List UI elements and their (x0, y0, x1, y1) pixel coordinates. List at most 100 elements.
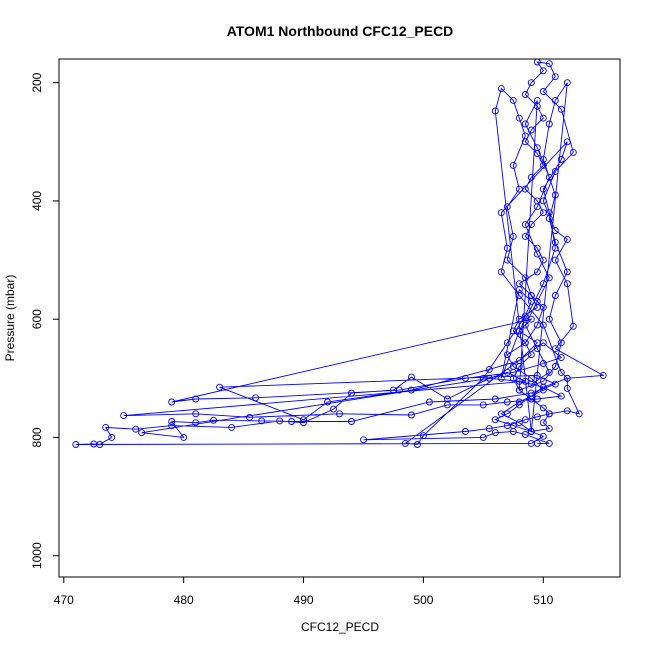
data-point (563, 268, 571, 276)
data-point (485, 425, 493, 433)
data-point (503, 351, 511, 359)
data-point (515, 185, 523, 193)
data-point (503, 203, 511, 211)
data-point (539, 404, 547, 412)
data-point (407, 411, 415, 419)
data-point (527, 173, 535, 181)
data-point (539, 386, 547, 394)
data-point (539, 419, 547, 427)
data-point (216, 383, 224, 391)
data-point (413, 441, 421, 448)
data-point (527, 79, 535, 87)
data-point (252, 394, 260, 402)
data-point (138, 429, 146, 437)
data-point (533, 321, 541, 329)
data-point (527, 392, 535, 400)
data-point (300, 419, 307, 427)
data-point (491, 107, 499, 115)
data-point (563, 79, 571, 87)
data-point (545, 368, 553, 376)
data-point (539, 339, 547, 347)
data-point (401, 439, 409, 447)
y-axis-label: Pressure (mbar) (3, 275, 17, 362)
data-point (527, 389, 535, 397)
data-point (539, 197, 547, 205)
data-point (563, 138, 571, 146)
x-axis-label: CFC12_PECD (301, 620, 379, 634)
data-point (551, 256, 559, 264)
data-point (503, 339, 511, 347)
data-point (246, 413, 254, 421)
data-point (515, 398, 523, 406)
series-line (75, 61, 605, 445)
data-point (515, 386, 523, 394)
data-point (395, 386, 403, 394)
data-point (569, 148, 577, 156)
data-point (557, 368, 565, 376)
data-point (497, 85, 505, 93)
data-point (330, 405, 337, 413)
data-point (521, 91, 529, 98)
data-point (521, 416, 529, 424)
data-point (168, 422, 176, 430)
data-point (479, 433, 487, 441)
data-layer (72, 59, 607, 448)
y-axis: 200 400 600 800 1000 (30, 72, 59, 569)
data-point (276, 417, 284, 425)
data-point (557, 339, 565, 347)
data-point (527, 351, 535, 359)
data-point (533, 250, 541, 258)
data-point (407, 373, 415, 381)
data-point (102, 423, 110, 431)
data-point (521, 321, 529, 329)
data-point (563, 407, 571, 415)
data-point (521, 431, 529, 438)
data-point (557, 156, 565, 163)
y-tick-label: 600 (30, 309, 44, 329)
data-point (533, 203, 541, 211)
data-point (545, 173, 553, 181)
data-point (533, 96, 541, 104)
data-point (545, 315, 553, 323)
data-point (551, 363, 559, 370)
data-point (491, 395, 499, 403)
data-point (551, 191, 559, 199)
y-tick-label: 1000 (30, 542, 44, 569)
data-point (288, 418, 296, 425)
data-point (551, 238, 559, 246)
data-point (348, 389, 355, 397)
data-point (527, 428, 535, 435)
data-point (425, 398, 433, 406)
data-point (551, 227, 559, 234)
data-point (228, 423, 236, 431)
data-point (545, 425, 553, 433)
data-point (108, 433, 116, 441)
data-point (192, 395, 200, 403)
data-point (521, 221, 529, 229)
data-point (324, 398, 331, 406)
data-point (557, 354, 565, 362)
data-point (545, 215, 553, 223)
data-point (539, 280, 547, 288)
data-point (180, 433, 188, 441)
data-point (192, 419, 200, 427)
data-point (360, 436, 367, 444)
data-point (539, 303, 547, 311)
data-point (515, 315, 523, 323)
data-point (479, 401, 487, 409)
data-point (336, 410, 343, 418)
data-point (539, 256, 547, 264)
data-point (527, 292, 535, 299)
data-point (419, 432, 427, 440)
data-point (515, 401, 523, 409)
x-tick-label: 480 (174, 593, 194, 607)
data-point (132, 425, 140, 433)
data-point (497, 209, 505, 217)
data-point (527, 126, 535, 134)
data-point (539, 88, 547, 95)
data-point (563, 235, 571, 243)
data-point (545, 60, 553, 68)
data-point (503, 256, 511, 264)
data-point (551, 167, 559, 175)
data-point (521, 339, 529, 347)
